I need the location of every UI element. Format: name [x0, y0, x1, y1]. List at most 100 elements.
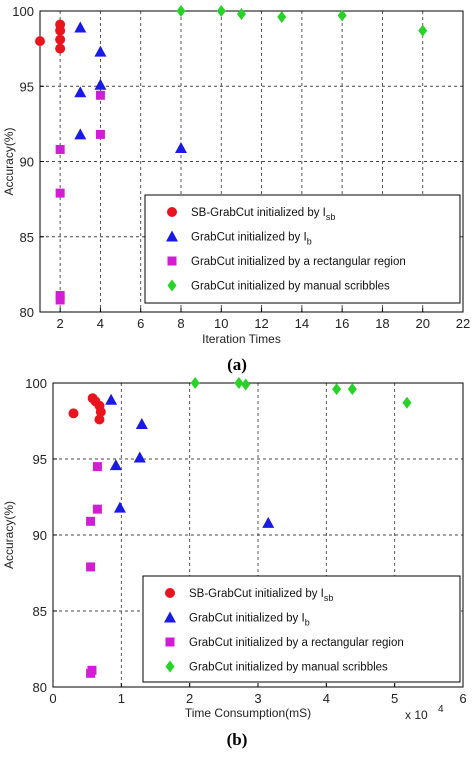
legend-entry-text: GrabCut initialized by manual scribbles [189, 662, 388, 674]
legend-marker [164, 611, 176, 623]
legend-entry: GrabCut initialized by Ib [191, 232, 312, 247]
legend-entry-text: SB-GrabCut initialized by I [189, 588, 324, 600]
data-point [86, 562, 96, 572]
data-point [74, 128, 87, 140]
legend-box [144, 194, 461, 304]
y-axis-label: Accuracy(%) [2, 501, 16, 569]
data-point [94, 414, 105, 425]
chart-panel-a: 2 4 6 8 10 12 14 16 18 20 22 80 85 90 95 100 Iteration T… [2, 4, 470, 374]
x-tick-label: 20 [415, 316, 429, 331]
panel-caption: (a) [227, 355, 247, 374]
data-point [74, 21, 87, 33]
data-point [234, 377, 244, 389]
series-2 [55, 90, 105, 305]
x-tick-label: 4 [97, 316, 104, 331]
legend-entry: GrabCut initialized by a rectangular reg… [189, 637, 404, 649]
x-multiplier-label: x 10 [405, 708, 428, 722]
x-tick-label: 12 [254, 316, 268, 331]
x-tick-label: 4 [323, 691, 330, 706]
x-tick-label: 6 [459, 691, 466, 706]
x-tick-label: 10 [214, 316, 228, 331]
legend-entry: GrabCut initialized by Ib [189, 613, 310, 628]
x-tick-label: 2 [57, 316, 64, 331]
data-point [92, 462, 102, 472]
data-point [55, 290, 65, 300]
data-point [55, 34, 66, 45]
legend-marker [167, 256, 177, 266]
data-point [94, 78, 107, 90]
legend-marker [165, 637, 175, 647]
series-1 [74, 21, 187, 153]
series-2 [86, 462, 102, 678]
data-point [109, 459, 122, 471]
x-axis-label: Time Consumption(mS) [185, 706, 311, 720]
legend-entry: GrabCut initialized by manual scribbles [191, 281, 390, 293]
data-point [236, 8, 246, 21]
data-point [86, 516, 96, 526]
data-point [402, 396, 412, 409]
legend-entry-text: GrabCut initialized by I [189, 613, 305, 625]
data-point [55, 188, 65, 198]
series-3 [176, 5, 428, 37]
y-tick-label: 100 [25, 376, 47, 391]
legend-box [142, 575, 461, 683]
data-point [113, 501, 126, 513]
data-point [55, 295, 65, 305]
legend-entry-text: GrabCut initialized by a rectangular reg… [191, 256, 406, 268]
y-tick-label: 85 [33, 604, 47, 619]
legend-entry: SB-GrabCut initialized by Isb [189, 588, 333, 603]
legend-entry: GrabCut initialized by a rectangular reg… [191, 256, 406, 268]
data-point [332, 383, 342, 396]
legend-entry: SB-GrabCut initialized by Isb [191, 207, 335, 222]
legend-entry-text: GrabCut initialized by a rectangular reg… [189, 637, 404, 649]
data-point [418, 24, 428, 37]
legend-entry-subscript: b [305, 618, 310, 628]
data-point [92, 504, 102, 514]
data-point [55, 25, 66, 36]
data-point [262, 516, 275, 528]
data-point [133, 451, 146, 463]
legend-marker [167, 207, 177, 217]
data-point [94, 45, 107, 57]
y-tick-label: 85 [20, 230, 34, 245]
data-point [68, 408, 79, 419]
x-tick-label: 14 [295, 316, 309, 331]
data-point [241, 378, 251, 391]
y-tick-label: 90 [33, 528, 47, 543]
legend-entry-subscript: sb [324, 593, 334, 603]
legend-entry-text: GrabCut initialized by I [191, 232, 307, 244]
x-tick-label: 8 [177, 316, 184, 331]
x-tick-label: 6 [137, 316, 144, 331]
legend-entry: GrabCut initialized by manual scribbles [189, 662, 388, 674]
legend-marker [165, 660, 175, 673]
x-tick-label: 22 [456, 316, 470, 331]
x-tick-label: 3 [254, 691, 261, 706]
series-0 [68, 393, 106, 425]
x-tick-label: 1 [118, 691, 125, 706]
data-point [190, 377, 200, 389]
legend-marker [165, 588, 175, 598]
data-point [175, 141, 187, 153]
data-point [135, 418, 148, 430]
data-point [55, 144, 65, 154]
series-1 [105, 393, 275, 528]
data-point [176, 5, 186, 17]
data-point [95, 129, 105, 139]
y-tick-label: 100 [12, 4, 34, 19]
data-point [337, 9, 347, 22]
data-point [347, 383, 357, 396]
x-tick-label: 5 [391, 691, 398, 706]
legend-entry-text: SB-GrabCut initialized by I [191, 207, 326, 219]
y-tick-label: 80 [20, 305, 34, 320]
x-tick-label: 2 [186, 691, 193, 706]
y-tick-label: 90 [20, 155, 34, 170]
data-point [35, 36, 45, 47]
x-multiplier-exponent: 4 [438, 704, 444, 715]
y-tick-label: 95 [33, 452, 47, 467]
series-0 [35, 19, 66, 54]
series-3 [190, 377, 412, 409]
y-tick-label: 80 [33, 680, 47, 695]
legend-entry-subscript: b [307, 237, 312, 247]
chart-panel-b: 0 1 2 3 4 5 6 80 85 90 95 100 Time Consumption(mS) Ac… [2, 376, 467, 749]
x-tick-label: 18 [375, 316, 389, 331]
